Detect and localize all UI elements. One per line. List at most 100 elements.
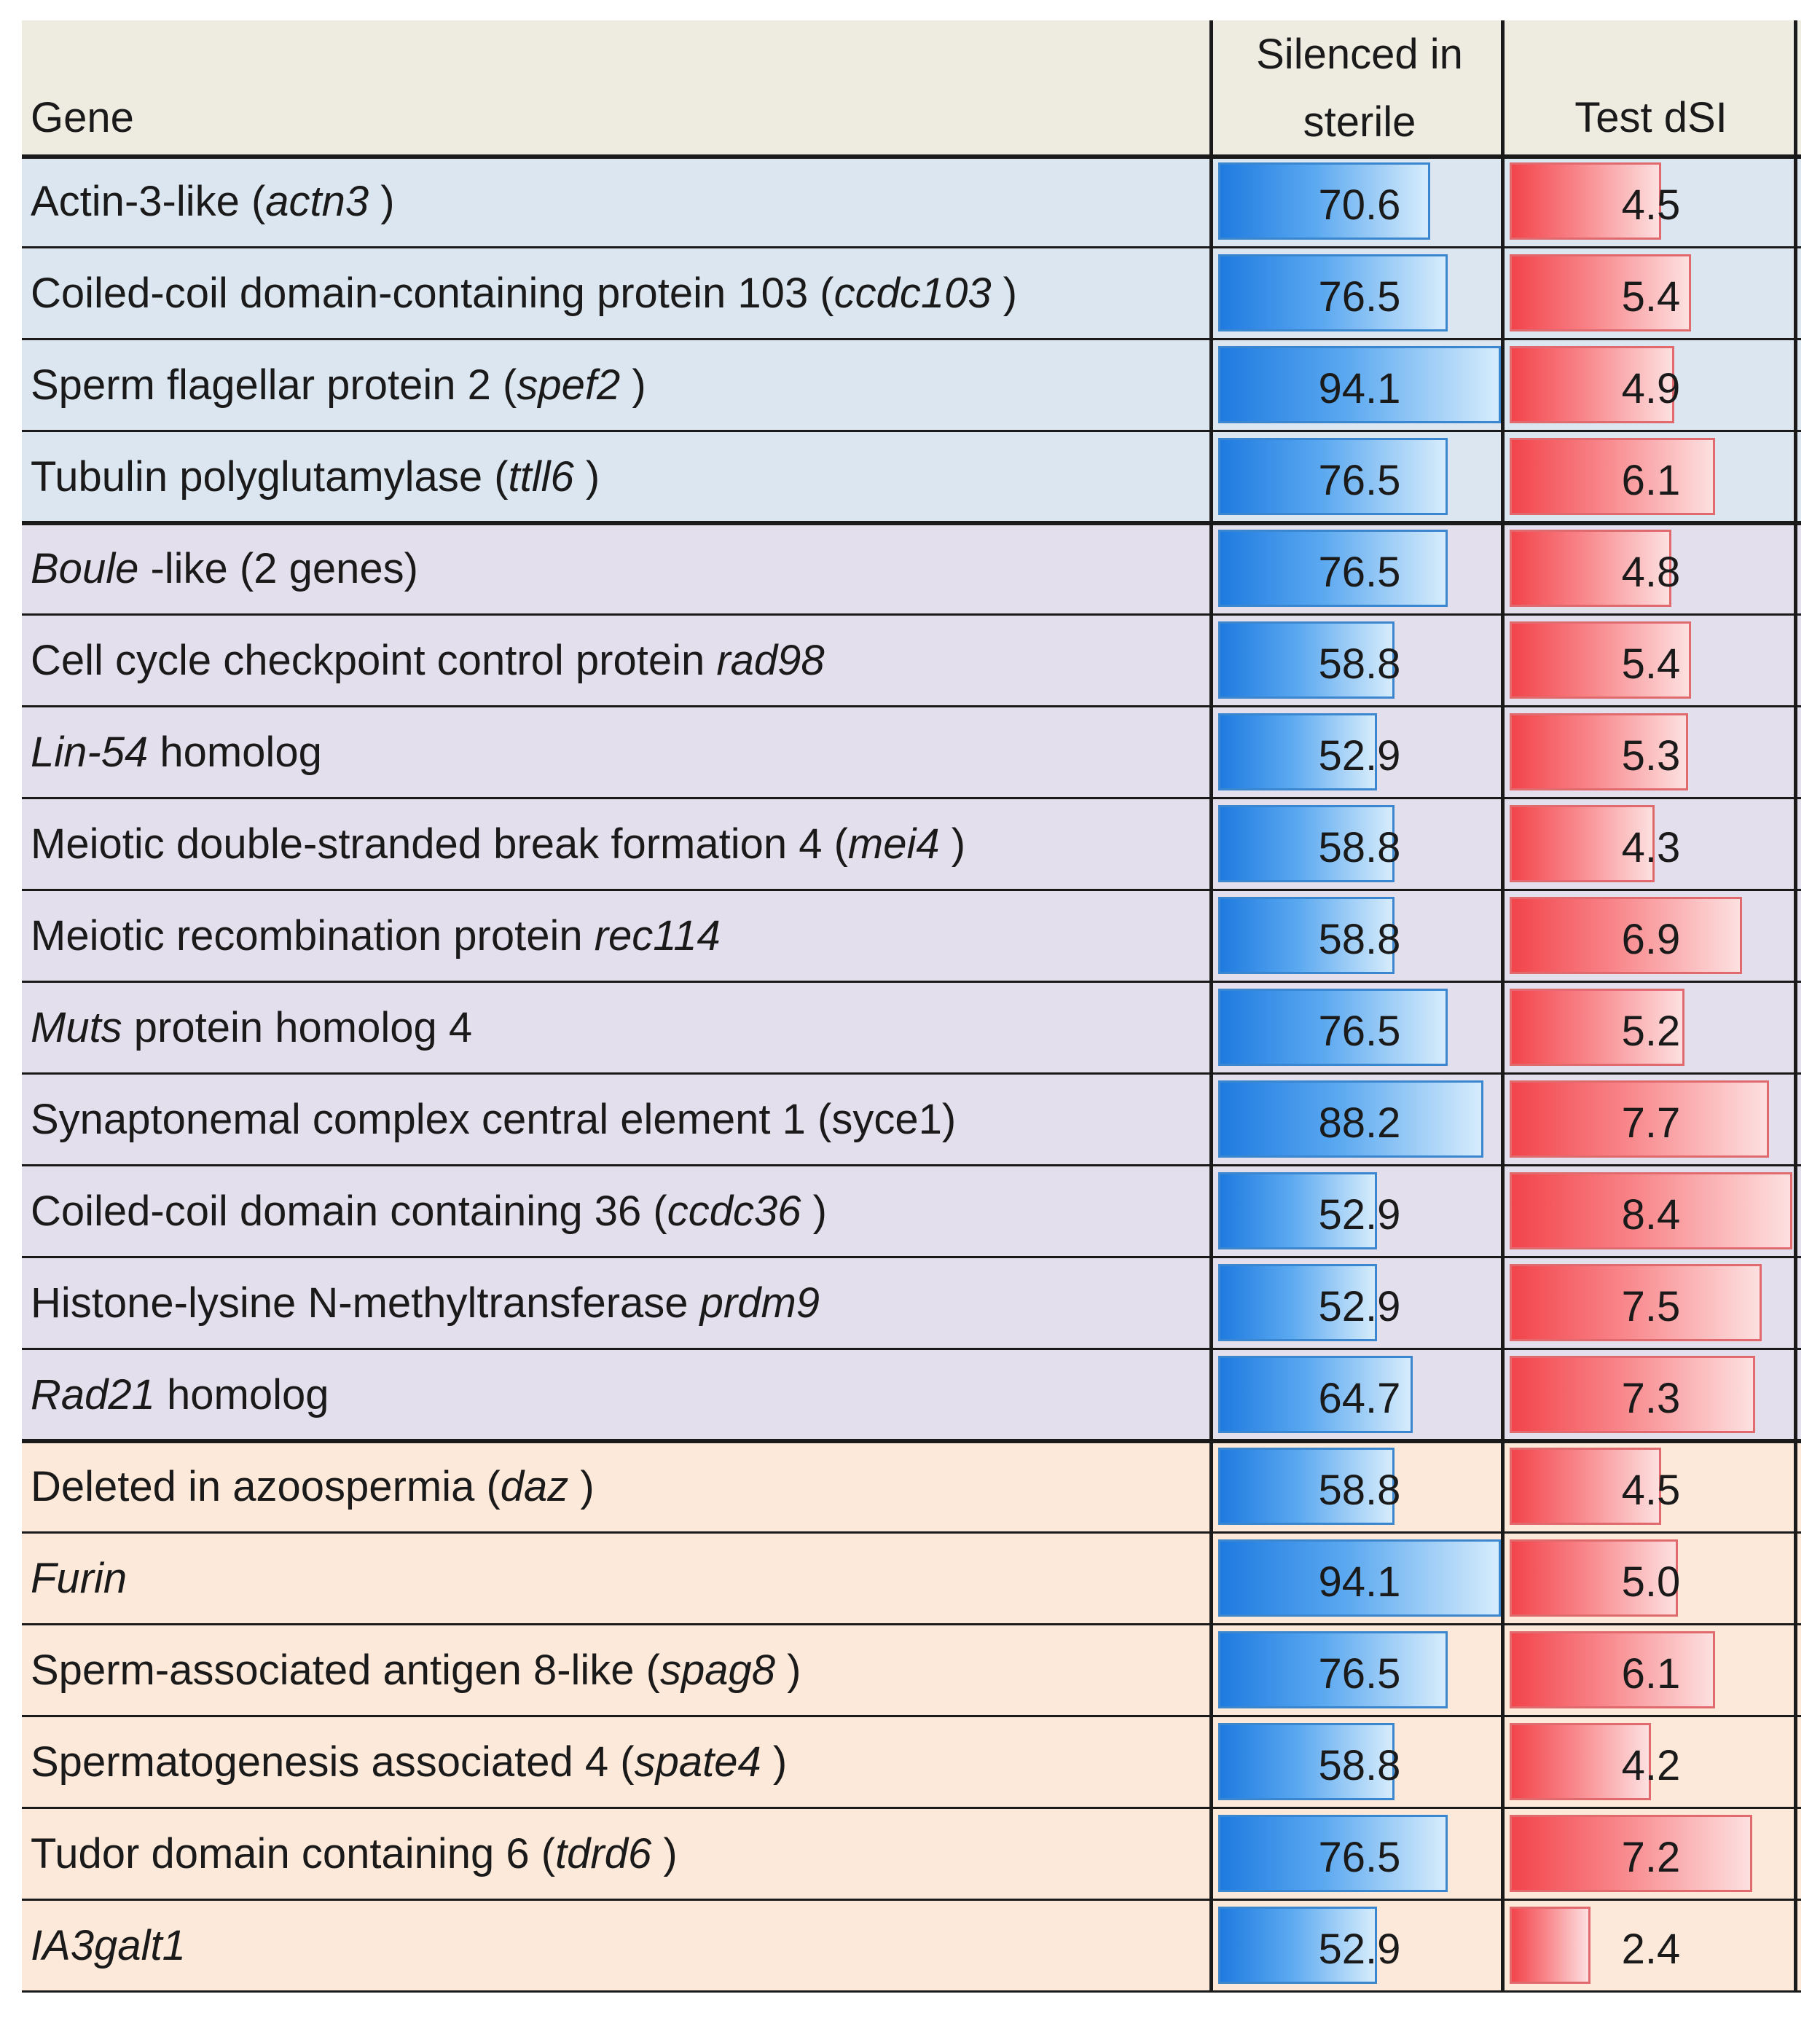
test-dsi-cell: 7.5 [1505,1258,1797,1348]
silenced-data-bar [1218,162,1430,240]
gene-name: Actin-3-like (actn3 ) [31,157,395,246]
gene-name-text: ) [761,1738,788,1786]
table-row: Boule -like (2 genes) 76.5 4.8 [22,524,1801,616]
gene-name: Furin [31,1534,127,1623]
silenced-value: 52.9 [1318,732,1401,780]
silenced-value: 58.8 [1318,1467,1401,1514]
gene-symbol: actn3 [265,178,369,225]
gene-symbol: ttll6 [508,453,574,501]
test-dsi-data-bar [1510,1815,1752,1892]
silenced-value: 94.1 [1318,365,1401,412]
table-row: Meiotic recombination protein rec114 58.8… [22,891,1801,983]
gene-symbol: daz [500,1463,569,1510]
test-dsi-value: 4.5 [1621,1467,1681,1514]
gene-name: Coiled-coil domain-containing protein 10… [31,248,1017,338]
table-row: Actin-3-like (actn3 ) 70.6 4.5 [22,157,1801,248]
silenced-cell: 70.6 [1214,157,1505,246]
silenced-cell: 52.9 [1214,707,1505,797]
table-row: Muts protein homolog 4 76.5 5.2 [22,983,1801,1075]
table-row: Spermatogenesis associated 4 (spate4 ) 58… [22,1717,1801,1809]
test-dsi-data-bar [1510,438,1715,515]
gene-symbol: Lin-54 [31,729,149,776]
gene-symbol: spate4 [634,1738,761,1786]
table-row: Sperm-associated antigen 8-like (spag8 )… [22,1625,1801,1717]
silenced-value: 76.5 [1318,273,1401,321]
silenced-cell: 94.1 [1214,1534,1505,1623]
header-silenced: Silenced in sterile [1214,20,1505,157]
silenced-cell: 76.5 [1214,432,1505,522]
gene-name-text: Histone-lysine N-methyltransferase [31,1279,700,1327]
silenced-cell: 76.5 [1214,1809,1505,1899]
table-row: Sperm flagellar protein 2 (spef2 ) 94.1 4.… [22,340,1801,432]
test-dsi-data-bar [1510,989,1684,1066]
test-dsi-data-bar [1510,1448,1661,1525]
test-dsi-cell: 4.3 [1505,799,1797,889]
silenced-data-bar [1218,1631,1448,1708]
silenced-value: 70.6 [1318,181,1401,229]
test-dsi-value: 7.3 [1621,1375,1681,1422]
test-dsi-data-bar [1510,713,1688,790]
test-dsi-cell: 7.7 [1505,1075,1797,1164]
group-divider [22,1439,1801,1443]
test-dsi-value: 2.4 [1621,1926,1681,1973]
test-dsi-data-bar [1510,621,1691,699]
silenced-cell: 76.5 [1214,983,1505,1072]
test-dsi-value: 8.4 [1621,1191,1681,1239]
test-dsi-data-bar [1510,254,1691,331]
silenced-value: 88.2 [1318,1099,1401,1147]
test-dsi-cell: 4.5 [1505,1442,1797,1531]
gene-name-text: ) [651,1830,678,1877]
test-dsi-value: 4.3 [1621,824,1681,871]
test-dsi-value: 5.3 [1621,732,1681,780]
test-dsi-value: 5.2 [1621,1008,1681,1055]
test-dsi-value: 7.7 [1621,1099,1681,1147]
gene-name: Sperm-associated antigen 8-like (spag8 ) [31,1625,801,1715]
silenced-cell: 88.2 [1214,1075,1505,1164]
table-row: Synaptonemal complex central element 1 (… [22,1075,1801,1166]
gene-name-text: homolog [154,1371,329,1418]
silenced-value: 58.8 [1318,916,1401,963]
group-divider [22,154,1801,159]
silenced-cell: 52.9 [1214,1258,1505,1348]
gene-name-text: ) [568,1463,595,1510]
gene-name-text: ) [775,1647,801,1694]
test-dsi-data-bar [1510,1172,1792,1249]
silenced-value: 52.9 [1318,1191,1401,1239]
gene-name: Meiotic double-stranded break formation … [31,799,965,889]
gene-symbol: rad98 [716,637,825,684]
gene-name-text: ) [573,453,600,501]
header-gene-label: Gene [31,94,134,141]
gene-name: IA3galt1 [31,1901,186,1990]
gene-name-text: ) [939,820,966,868]
table-row: Tubulin polyglutamylase (ttll6 ) 76.5 6.1 [22,432,1801,524]
test-dsi-data-bar [1510,1264,1762,1341]
gene-name: Lin-54 homolog [31,707,322,797]
gene-name-text: Tudor domain containing 6 ( [31,1830,556,1877]
column-divider [1209,20,1213,1993]
gene-symbol: mei4 [847,820,940,868]
silenced-data-bar [1218,1080,1483,1158]
table-row: Coiled-coil domain containing 36 (ccdc36… [22,1166,1801,1258]
test-dsi-value: 4.9 [1621,365,1681,412]
test-dsi-value: 5.4 [1621,640,1681,688]
silenced-value: 64.7 [1318,1375,1401,1422]
test-dsi-value: 5.0 [1621,1558,1681,1606]
gene-symbol: ccdc103 [833,270,992,317]
table-row: Meiotic double-stranded break formation … [22,799,1801,891]
test-dsi-value: 6.1 [1621,1650,1681,1698]
gene-symbol: Furin [31,1555,128,1602]
gene-symbol: rec114 [594,912,721,959]
gene-name-text: ) [620,361,646,409]
test-dsi-cell: 6.1 [1505,1625,1797,1715]
gene-symbol: Boule [31,545,139,592]
header-gene: Gene [31,20,1211,157]
silenced-value: 76.5 [1318,457,1401,504]
gene-name-text: ) [801,1188,827,1235]
table-row: Histone-lysine N-methyltransferase prdm9… [22,1258,1801,1350]
silenced-data-bar [1218,805,1395,882]
test-dsi-cell: 4.9 [1505,340,1797,430]
test-dsi-value: 5.4 [1621,273,1681,321]
silenced-value: 52.9 [1318,1283,1401,1330]
test-dsi-cell: 4.2 [1505,1717,1797,1807]
gene-symbol: IA3galt1 [31,1922,186,1969]
